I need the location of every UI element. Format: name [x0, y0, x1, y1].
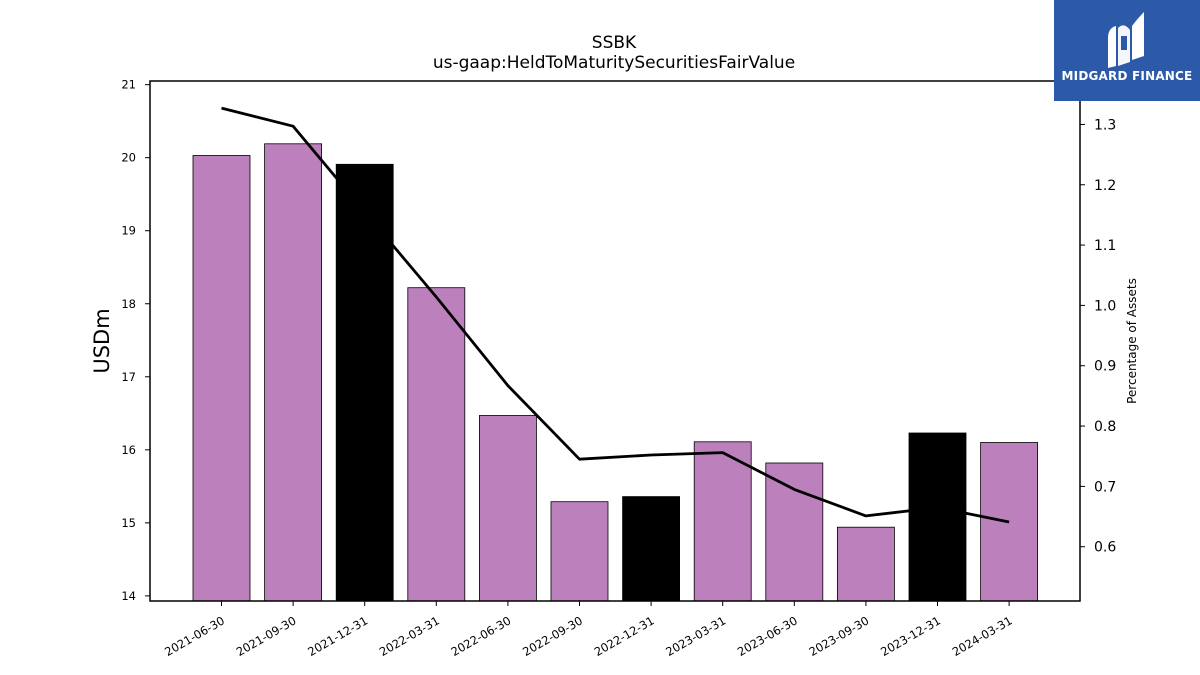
y-tick-label: 18 — [121, 297, 136, 311]
y-tick-label: 21 — [121, 78, 136, 92]
x-tick-label: 2023-03-31 — [663, 613, 728, 659]
x-tick-label: 2023-06-30 — [735, 613, 800, 659]
left-axis: 14 15 16 17 18 19 20 21 — [121, 78, 150, 603]
bar — [407, 287, 466, 602]
chart-title: SSBK — [592, 33, 637, 53]
x-tick-label: 2022-03-31 — [377, 613, 442, 659]
bar — [908, 432, 967, 602]
x-tick-label: 2023-12-31 — [878, 613, 943, 659]
y-axis-label: USDm — [90, 308, 114, 373]
x-tick-label: 2022-09-30 — [520, 613, 585, 659]
y-tick-label: 15 — [121, 516, 136, 530]
x-axis: 2021-06-30 2021-09-30 2021-12-31 2022-03-31… — [162, 601, 1015, 659]
bar — [693, 441, 752, 602]
x-tick-label: 2021-12-31 — [305, 613, 370, 659]
y-right-tick-label: 1.1 — [1094, 238, 1116, 254]
bar — [765, 462, 824, 602]
y-tick-label: 17 — [121, 370, 136, 384]
x-tick-label: 2024-03-31 — [950, 613, 1015, 659]
y-right-tick-label: 1.0 — [1094, 298, 1116, 314]
bar — [264, 143, 323, 602]
y-right-tick-label: 0.7 — [1094, 479, 1116, 495]
series-line — [221, 106, 1010, 524]
midgard-logo-mark-icon — [1108, 12, 1144, 68]
y-right-tick-label: 0.6 — [1094, 540, 1116, 556]
y-right-tick-label: 0.9 — [1094, 359, 1116, 375]
y-tick-label: 19 — [121, 224, 136, 238]
y-right-tick-label: 1.3 — [1094, 117, 1116, 133]
bar — [550, 501, 609, 602]
y-tick-label: 20 — [121, 151, 136, 165]
y-tick-label: 16 — [121, 443, 136, 457]
right-axis: 0.6 0.7 0.8 0.9 1.0 1.1 1.2 1.3 — [1080, 117, 1116, 556]
x-tick-label: 2022-06-30 — [449, 613, 514, 659]
y-tick-label: 14 — [121, 589, 136, 603]
y-axis-label-right: Percentage of Assets — [1125, 278, 1139, 404]
bar — [622, 496, 680, 602]
chart-subtitle: us-gaap:HeldToMaturitySecuritiesFairValu… — [433, 53, 795, 73]
brand-name: MIDGARD FINANCE — [1061, 69, 1193, 83]
x-tick-label: 2021-09-30 — [234, 613, 299, 659]
x-tick-label: 2021-06-30 — [162, 613, 227, 659]
plot-frame — [149, 80, 1081, 602]
bar — [335, 163, 394, 602]
line-layer — [221, 106, 1010, 524]
bar — [837, 526, 895, 602]
bars-layer — [192, 143, 1038, 602]
y-right-tick-label: 1.2 — [1094, 178, 1116, 194]
bar — [192, 155, 251, 602]
x-tick-label: 2023-09-30 — [807, 613, 872, 659]
x-tick-label: 2022-12-31 — [592, 613, 657, 659]
brand-logo: MIDGARD FINANCE — [1054, 0, 1200, 101]
y-right-tick-label: 0.8 — [1094, 419, 1116, 435]
bar — [478, 415, 537, 602]
